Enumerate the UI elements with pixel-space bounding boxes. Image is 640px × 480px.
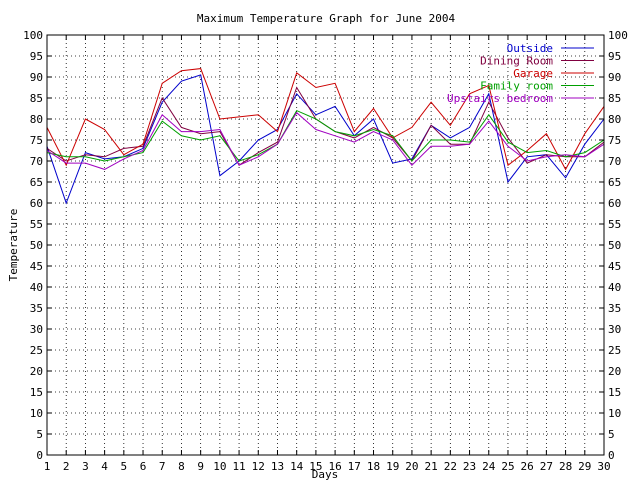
legend-label: Outside bbox=[507, 42, 553, 55]
y-tick-label-left: 85 bbox=[30, 92, 43, 105]
y-tick-label-left: 55 bbox=[30, 218, 43, 231]
y-tick-label-left: 35 bbox=[30, 302, 43, 315]
y-tick-label-right: 40 bbox=[608, 281, 621, 294]
y-tick-label-left: 20 bbox=[30, 365, 43, 378]
y-tick-label-left: 5 bbox=[36, 428, 43, 441]
y-tick-label-right: 90 bbox=[608, 71, 621, 84]
x-tick-label: 21 bbox=[425, 460, 438, 473]
y-tick-label-right: 65 bbox=[608, 176, 621, 189]
x-tick-label: 14 bbox=[290, 460, 304, 473]
y-tick-label-right: 45 bbox=[608, 260, 621, 273]
y-tick-label-left: 100 bbox=[23, 29, 43, 42]
y-tick-label-right: 50 bbox=[608, 239, 621, 252]
x-tick-label: 6 bbox=[140, 460, 147, 473]
y-tick-label-left: 30 bbox=[30, 323, 43, 336]
y-tick-label-right: 80 bbox=[608, 113, 621, 126]
y-tick-label-left: 45 bbox=[30, 260, 43, 273]
legend-label: Family room bbox=[480, 80, 553, 93]
y-tick-label-right: 85 bbox=[608, 92, 621, 105]
x-tick-label: 17 bbox=[348, 460, 361, 473]
x-tick-label: 18 bbox=[367, 460, 380, 473]
x-tick-label: 1 bbox=[44, 460, 51, 473]
x-tick-label: 8 bbox=[178, 460, 185, 473]
y-tick-label-left: 15 bbox=[30, 386, 43, 399]
y-tick-label-right: 5 bbox=[608, 428, 615, 441]
y-tick-label-right: 55 bbox=[608, 218, 621, 231]
legend-label: Upstairs bedroom bbox=[447, 92, 553, 105]
x-axis-title: Days bbox=[312, 468, 339, 480]
y-tick-label-right: 25 bbox=[608, 344, 621, 357]
series-line-outside bbox=[46, 74, 605, 205]
y-tick-label-left: 95 bbox=[30, 50, 43, 63]
grid-layer bbox=[47, 35, 604, 455]
y-tick-label-left: 40 bbox=[30, 281, 43, 294]
y-tick-label-right: 20 bbox=[608, 365, 621, 378]
y-tick-label-right: 35 bbox=[608, 302, 621, 315]
series-line-upstairs-bedroom bbox=[46, 111, 605, 170]
legend-label: Garage bbox=[513, 67, 553, 80]
x-tick-label: 30 bbox=[597, 460, 610, 473]
x-tick-label: 29 bbox=[578, 460, 591, 473]
x-tick-label: 10 bbox=[213, 460, 226, 473]
y-axis-title: Temperature bbox=[7, 209, 20, 282]
x-tick-label: 3 bbox=[82, 460, 89, 473]
x-tick-label: 7 bbox=[159, 460, 166, 473]
x-tick-label: 15 bbox=[309, 460, 322, 473]
y-tick-label-left: 50 bbox=[30, 239, 43, 252]
x-tick-label: 9 bbox=[197, 460, 204, 473]
x-tick-label: 12 bbox=[252, 460, 265, 473]
y-tick-label-left: 25 bbox=[30, 344, 43, 357]
legend-label: Dining Room bbox=[480, 55, 553, 68]
y-tick-label-left: 90 bbox=[30, 71, 43, 84]
x-tick-label: 13 bbox=[271, 460, 284, 473]
x-tick-label: 23 bbox=[463, 460, 476, 473]
tick-layer bbox=[46, 34, 605, 456]
y-tick-label-right: 100 bbox=[608, 29, 628, 42]
y-tick-label-right: 10 bbox=[608, 407, 621, 420]
y-tick-label-right: 15 bbox=[608, 386, 621, 399]
y-tick-label-right: 60 bbox=[608, 197, 621, 210]
y-tick-label-right: 70 bbox=[608, 155, 621, 168]
x-tick-label: 5 bbox=[121, 460, 128, 473]
x-tick-label: 20 bbox=[405, 460, 418, 473]
x-tick-label: 4 bbox=[101, 460, 108, 473]
y-tick-label-left: 10 bbox=[30, 407, 43, 420]
x-tick-label: 22 bbox=[444, 460, 457, 473]
x-tick-label: 26 bbox=[521, 460, 534, 473]
y-tick-label-left: 75 bbox=[30, 134, 43, 147]
y-tick-label-left: 60 bbox=[30, 197, 43, 210]
y-tick-label-left: 80 bbox=[30, 113, 43, 126]
y-tick-label-left: 65 bbox=[30, 176, 43, 189]
chart-title: Maximum Temperature Graph for June 2004 bbox=[197, 12, 456, 25]
series-line-family-room bbox=[46, 109, 605, 162]
y-tick-label-right: 0 bbox=[608, 449, 615, 462]
x-tick-label: 24 bbox=[482, 460, 496, 473]
y-tick-label-left: 0 bbox=[36, 449, 43, 462]
x-tick-label: 27 bbox=[540, 460, 553, 473]
x-tick-label: 25 bbox=[501, 460, 514, 473]
x-tick-label: 28 bbox=[559, 460, 572, 473]
x-tick-label: 11 bbox=[232, 460, 245, 473]
y-tick-label-right: 75 bbox=[608, 134, 621, 147]
series-line-garage bbox=[46, 68, 605, 171]
y-tick-label-right: 30 bbox=[608, 323, 621, 336]
x-tick-label: 16 bbox=[328, 460, 341, 473]
x-tick-label: 19 bbox=[386, 460, 399, 473]
y-tick-label-left: 70 bbox=[30, 155, 43, 168]
series-layer bbox=[46, 68, 605, 205]
x-tick-label: 2 bbox=[63, 460, 70, 473]
y-tick-label-right: 95 bbox=[608, 50, 621, 63]
